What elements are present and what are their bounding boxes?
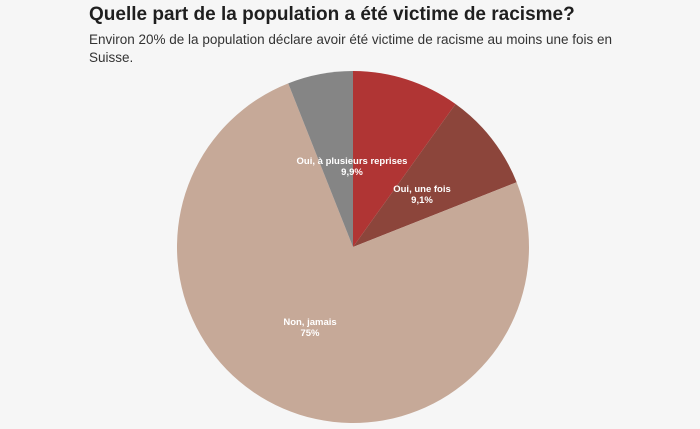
slice-value-label: 9,9% xyxy=(341,167,363,178)
slice-label-3: Non, jamais 75% xyxy=(283,317,336,339)
slice-label-1: Oui, à plusieurs reprises 9,9% xyxy=(297,156,408,178)
slice-value-label: 75% xyxy=(300,328,320,339)
slice-category-label: Oui, une fois xyxy=(393,184,451,195)
slice-label-2: Oui, une fois 9,1% xyxy=(393,184,451,206)
pie-slices xyxy=(176,71,529,424)
slice-category-label: Non, jamais xyxy=(283,317,336,328)
chart-subtitle: Environ 20% de la population déclare avo… xyxy=(89,32,613,65)
pie-slice-4 xyxy=(288,71,353,247)
pie-slice-2 xyxy=(353,103,517,247)
pie-slice-1 xyxy=(353,71,456,247)
pie-slice-3 xyxy=(176,83,529,424)
chart-title: Quelle part de la population a été victi… xyxy=(89,4,575,25)
pie-labels: Oui, à plusieurs reprises 9,9% Oui, une fo… xyxy=(283,156,450,339)
slice-category-label: Oui, à plusieurs reprises xyxy=(297,156,408,167)
slice-value-label: 9,1% xyxy=(411,195,433,206)
